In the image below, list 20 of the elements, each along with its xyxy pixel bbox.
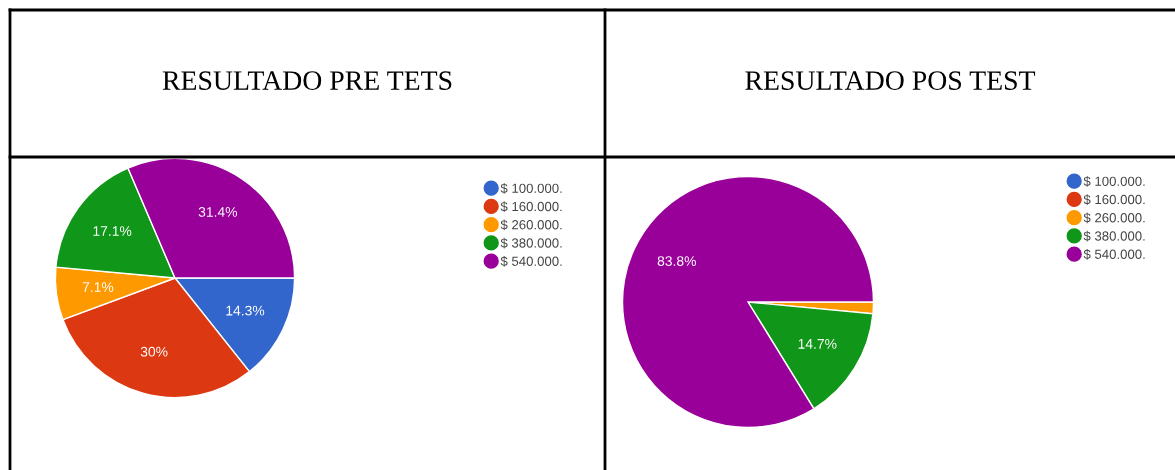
legend-label: $ 100.000. bbox=[1083, 176, 1145, 187]
data-label: 14.3% bbox=[226, 305, 265, 316]
legend-label: $ 380.000. bbox=[500, 237, 562, 249]
chart-title: RESULTADO POS TEST bbox=[745, 71, 1036, 90]
data-label: 31.4% bbox=[198, 207, 238, 217]
legend-label: $ 260.000. bbox=[500, 219, 562, 231]
legend-label: $ 380.000. bbox=[1083, 230, 1145, 242]
legend-label: $ 260.000. bbox=[1083, 212, 1145, 224]
legend-label: $ 160.000. bbox=[1083, 194, 1145, 205]
data-label: 7.1% bbox=[82, 282, 114, 292]
legend-label: $ 540.000. bbox=[500, 256, 562, 267]
legend-label: $ 540.000. bbox=[1083, 249, 1145, 260]
pie-slice bbox=[621, 175, 875, 429]
data-label: 14.7% bbox=[798, 339, 837, 349]
data-label: 83.8% bbox=[657, 256, 696, 266]
data-label: 30% bbox=[140, 346, 168, 357]
legend-label: $ 100.000. bbox=[500, 183, 562, 194]
data-label: 17.1% bbox=[93, 226, 132, 236]
chart-title: RESULTADO PRE TETS bbox=[162, 71, 452, 90]
legend-label: $ 160.000. bbox=[500, 201, 562, 212]
